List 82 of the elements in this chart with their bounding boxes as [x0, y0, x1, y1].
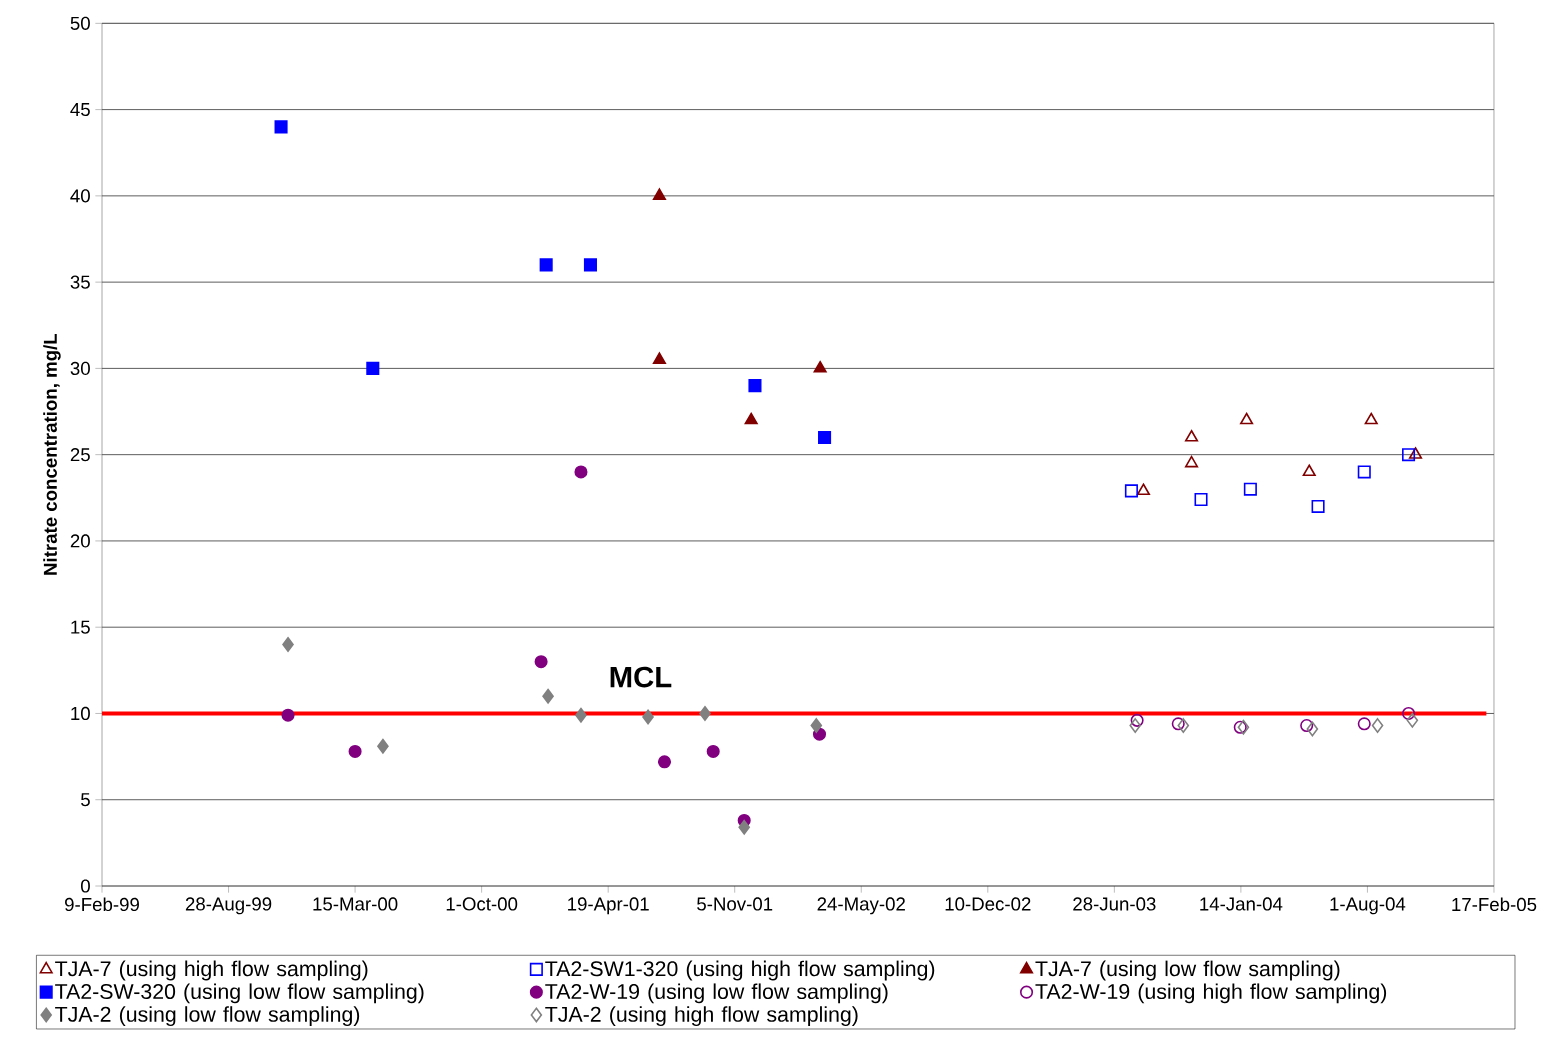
x-tick-label: 1-Aug-04: [1330, 897, 1406, 915]
point: [539, 258, 553, 272]
point: [574, 465, 588, 479]
point: [583, 258, 597, 272]
point: [818, 430, 832, 444]
point: [642, 709, 654, 725]
y-axis-title: Nitrate concentration, mg/L: [43, 333, 61, 575]
y-tick-label: 45: [70, 103, 90, 117]
x-tick-label: 14-Jan-04: [1200, 897, 1283, 911]
y-tick-label: 35: [70, 275, 90, 289]
x-tick-label: 15-Mar-00: [313, 897, 398, 911]
point: [744, 412, 758, 425]
point: [1408, 447, 1423, 459]
point: [1243, 482, 1257, 496]
point: [1306, 721, 1319, 737]
point: [281, 708, 295, 722]
x-tick-label: 28-Aug-99: [185, 897, 272, 915]
ref-line-label: MCL: [610, 666, 672, 688]
point: [274, 120, 288, 134]
legend-label: TA2-W-19 (using low flow sampling): [545, 983, 888, 1004]
legend-label: TJA-7 (using high flow sampling): [55, 960, 368, 981]
y-tick-label: 10: [71, 706, 90, 721]
legend-label: TA2-SW-320 (using low flow sampling): [55, 983, 424, 1004]
y-tick-label: 15: [71, 620, 90, 634]
x-tick-label: 19-Apr-01: [568, 897, 649, 915]
legend-label: TJA-2 (using high flow sampling): [545, 1006, 858, 1027]
point: [1402, 448, 1416, 462]
point: [1233, 720, 1247, 734]
point: [1184, 429, 1199, 442]
point: [1357, 465, 1371, 479]
y-tick-label: 5: [81, 793, 90, 807]
point: [748, 379, 762, 393]
point: [738, 819, 751, 835]
point: [542, 688, 554, 704]
point: [348, 744, 362, 758]
point: [366, 361, 380, 375]
point: [1237, 719, 1250, 735]
x-tick-label: 5-Nov-01: [697, 897, 773, 911]
legend-label: TJA-2 (using low flow sampling): [55, 1006, 360, 1027]
point: [1357, 717, 1371, 731]
point: [1136, 483, 1151, 496]
point: [1240, 412, 1254, 425]
y-tick-label: 40: [70, 189, 90, 203]
x-tick-label: 17-Feb-05: [1452, 897, 1537, 912]
point: [575, 707, 587, 723]
point: [1302, 464, 1316, 477]
point: [657, 755, 672, 769]
point: [652, 188, 666, 200]
legend-label: TA2-W-19 (using high flow sampling): [1035, 983, 1387, 1004]
point: [1130, 713, 1144, 727]
point: [1364, 412, 1378, 425]
x-tick-label: 1-Oct-00: [446, 897, 518, 911]
y-tick-label: 0: [81, 879, 90, 893]
x-tick-label: 28-Jun-03: [1073, 897, 1156, 911]
point: [1124, 484, 1138, 498]
point: [813, 360, 827, 373]
point: [1184, 455, 1199, 468]
point: [1406, 712, 1419, 728]
point: [1371, 718, 1384, 734]
legend-label: TJA-7 (using low flow sampling): [1035, 960, 1340, 981]
y-tick-label: 25: [70, 448, 90, 462]
point: [1171, 717, 1185, 731]
x-tick-label: 9-Feb-99: [65, 897, 139, 912]
point: [706, 744, 720, 758]
point: [1129, 718, 1142, 734]
point: [699, 706, 711, 721]
legend-label: TA2-SW1-320 (using high flow sampling): [545, 960, 935, 981]
point: [377, 738, 389, 754]
point: [1194, 492, 1208, 507]
point: [534, 655, 548, 669]
x-tick-label: 24-May-02: [817, 897, 905, 915]
y-tick-label: 50: [70, 16, 90, 30]
y-tick-label: 20: [70, 534, 90, 548]
point: [1402, 706, 1416, 720]
point: [810, 718, 823, 734]
point: [282, 636, 294, 652]
point: [652, 352, 666, 364]
y-tick-label: 30: [70, 361, 90, 376]
point: [1311, 499, 1325, 513]
point: [1300, 719, 1314, 733]
point: [1177, 718, 1190, 734]
x-tick-label: 10-Dec-02: [945, 897, 1031, 911]
